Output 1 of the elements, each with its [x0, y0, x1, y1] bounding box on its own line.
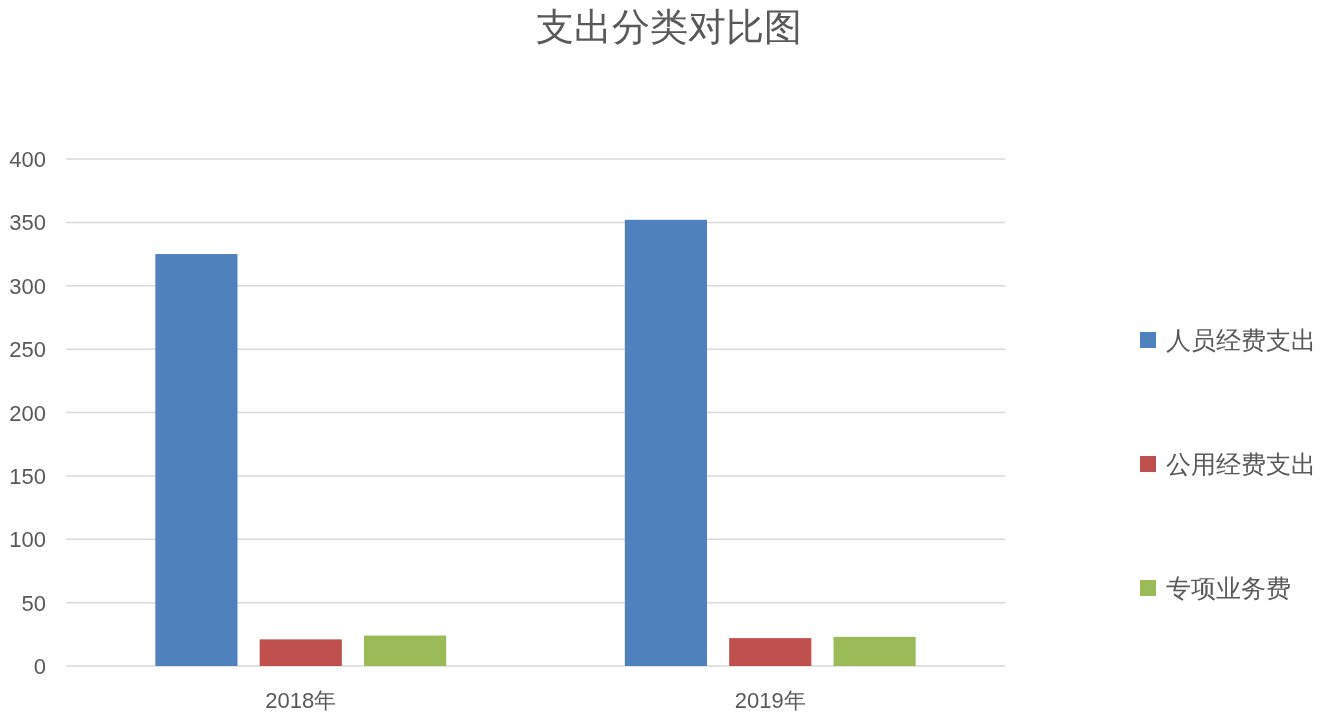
title: 支出分类对比图 [536, 6, 802, 48]
